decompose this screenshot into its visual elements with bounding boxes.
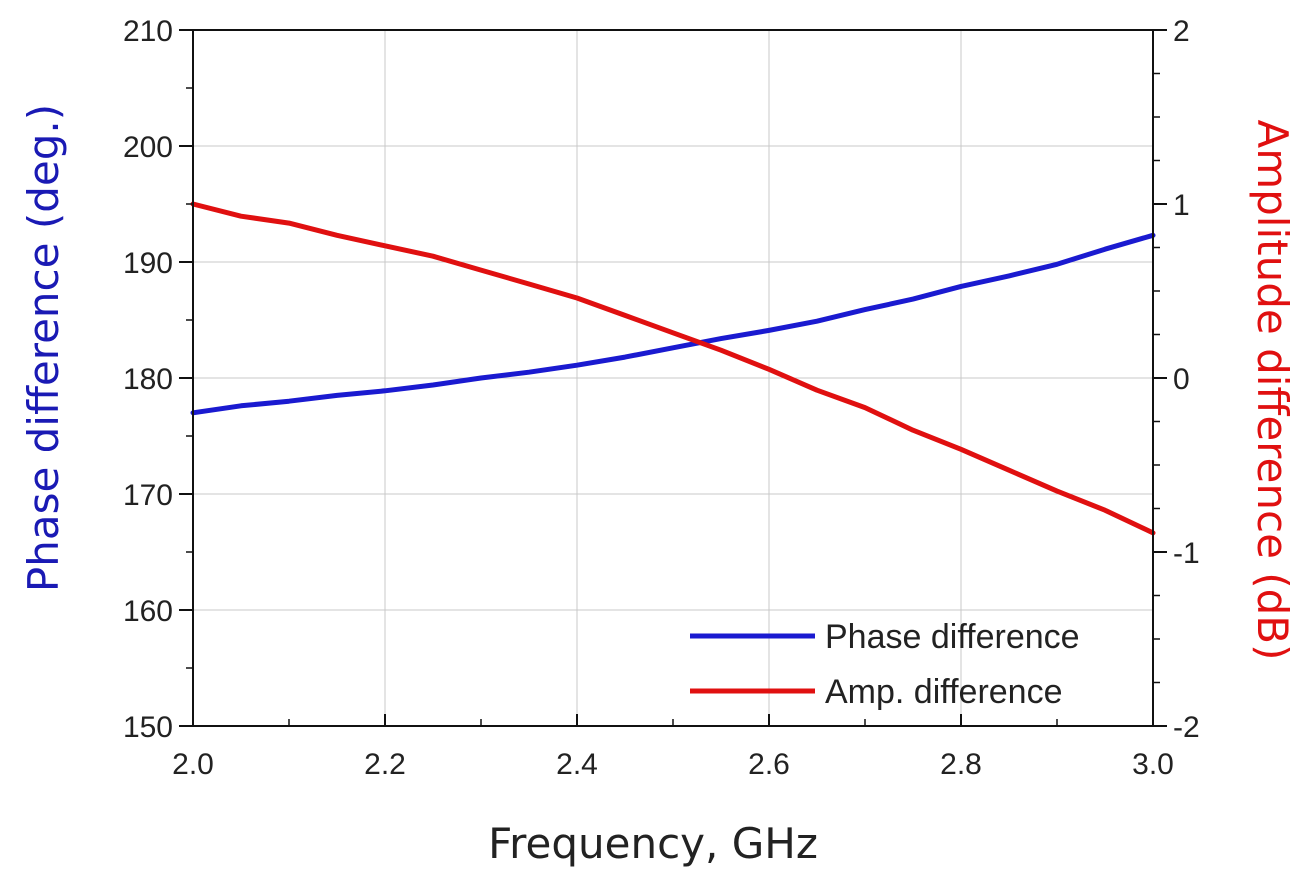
y-left-tick-label: 200 xyxy=(123,131,173,164)
legend: Phase difference Amp. difference xyxy=(690,618,1080,711)
x-tick-label: 2.0 xyxy=(172,748,214,781)
y-right-tick-label: 0 xyxy=(1173,363,1190,396)
y-right-tick-label: -2 xyxy=(1173,711,1200,744)
legend-label-phase: Phase difference xyxy=(825,618,1080,656)
y-left-tick-label: 210 xyxy=(123,15,173,48)
x-axis-title: Frequency, GHz xyxy=(488,819,818,868)
x-tick-label: 2.4 xyxy=(556,748,598,781)
x-tick-label: 3.0 xyxy=(1132,748,1174,781)
y-right-tick-label: -1 xyxy=(1173,537,1200,570)
series-layer xyxy=(190,201,1156,536)
left-axis-title: Phase difference (deg.) xyxy=(19,104,68,592)
series-line-amplitude xyxy=(190,201,1156,536)
y-left-tick-label: 150 xyxy=(123,711,173,744)
y-left-tick-label: 160 xyxy=(123,595,173,628)
y-right-tick-label: 2 xyxy=(1173,15,1190,48)
ticks: 2.0 2.2 2.4 2.6 2.8 3.0150160170180190200210-… xyxy=(123,15,1200,781)
x-tick-label: 2.6 xyxy=(748,748,790,781)
x-tick-label: 2.2 xyxy=(364,748,406,781)
right-axis-title: Amplitude difference (dB) xyxy=(1248,119,1297,660)
y-left-tick-label: 170 xyxy=(123,479,173,512)
x-tick-label: 2.8 xyxy=(940,748,982,781)
y-right-tick-label: 1 xyxy=(1173,189,1190,222)
series-line-phase xyxy=(190,232,1156,416)
y-left-tick-label: 180 xyxy=(123,363,173,396)
y-left-tick-label: 190 xyxy=(123,247,173,280)
legend-label-amplitude: Amp. difference xyxy=(825,673,1063,711)
